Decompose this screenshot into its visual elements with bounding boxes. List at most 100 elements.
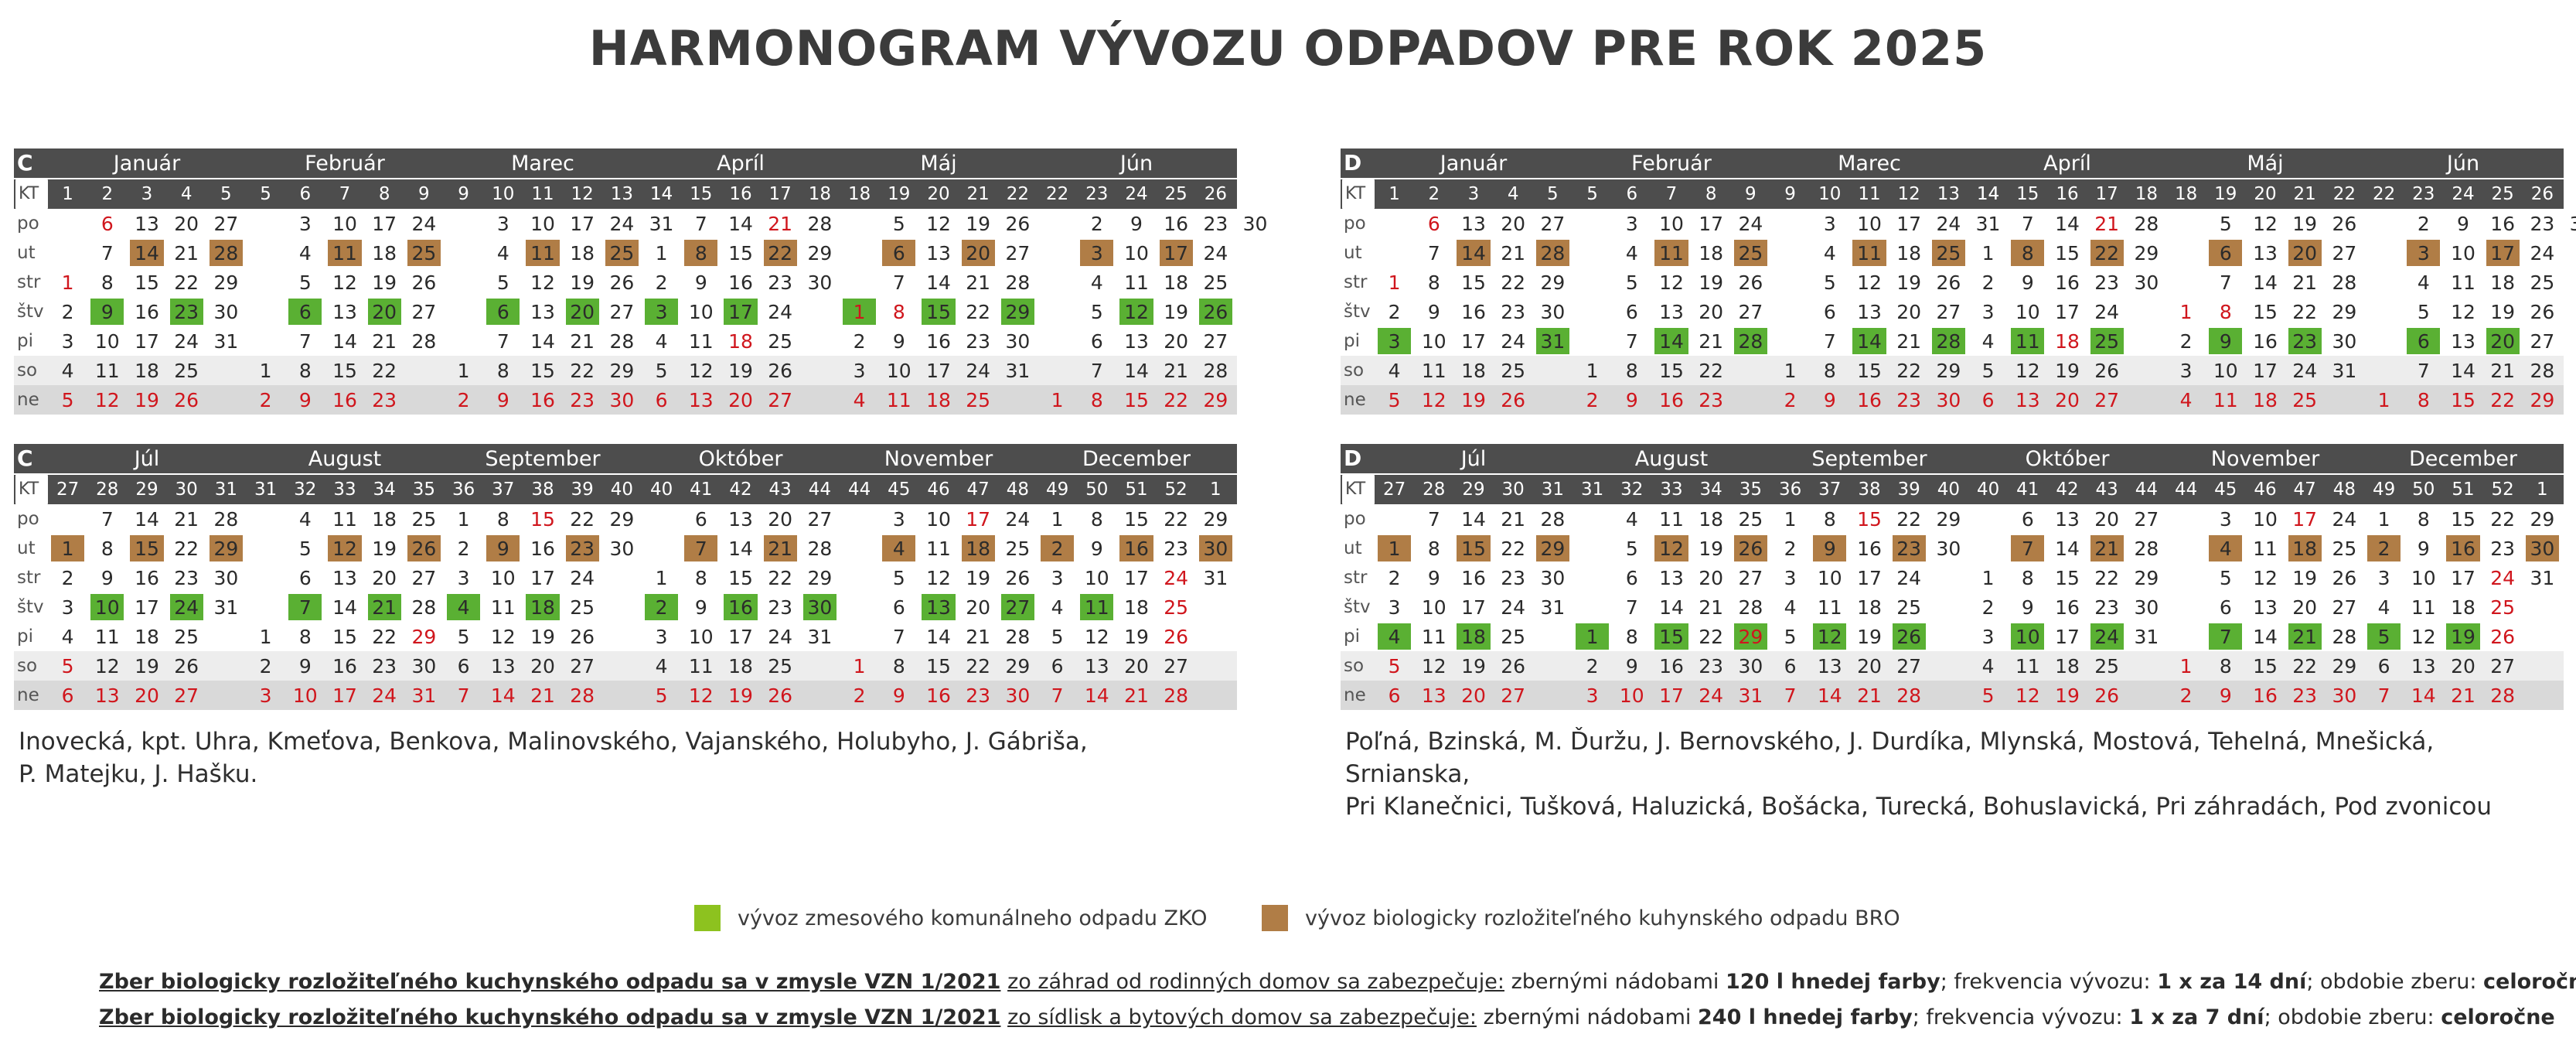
day-cell: 13 — [1077, 651, 1116, 681]
day-cell: 28 — [2325, 268, 2364, 297]
day-cell: 21 — [1692, 592, 1731, 622]
day-cell: 23 — [1196, 209, 1235, 238]
day-number: 26 — [2094, 359, 2120, 382]
day-cell: 15 — [523, 504, 562, 534]
day-cell: 8 — [1810, 504, 1849, 534]
month-days: 3 10 17 24 — [840, 504, 1038, 534]
day-cell: 15 — [1116, 504, 1156, 534]
day-cell: 28 — [1196, 356, 1235, 385]
day-cell: 2 — [1770, 385, 1810, 415]
week-number: 40 — [610, 480, 633, 500]
week-number-row: KT 27 28 29 30 31 31 32 33 34 35 36 37 38 39 40 40 41 42 43… — [14, 475, 1237, 504]
day-number: 9 — [1823, 388, 1836, 411]
day-cell — [2127, 681, 2166, 710]
day-number: 26 — [174, 388, 199, 411]
day-cell: 22 — [1692, 622, 1731, 651]
day-number: 7 — [101, 507, 114, 531]
day-cell: 28 — [1157, 681, 1196, 710]
week-number: 32 — [294, 480, 317, 500]
day-number: 17 — [728, 300, 753, 323]
day-number: 23 — [2292, 684, 2318, 707]
week-number: 5 — [220, 184, 232, 204]
day-cell: 16 — [2047, 268, 2087, 297]
day-cell-bro: 28 — [206, 238, 246, 268]
day-number: 23 — [966, 684, 991, 707]
day-number: 23 — [372, 654, 397, 678]
day-row-pi: pi 4 11 18 25 1 8 15 22 29 5 12 19 26 3 10 17 24 31 7 14 21 28… — [1341, 622, 2564, 651]
day-cell: 20 — [127, 681, 166, 710]
week-number: 40 — [1937, 480, 1960, 500]
day-number: 8 — [101, 537, 114, 560]
day-number: 9 — [496, 537, 509, 560]
day-number: 18 — [1164, 271, 1189, 294]
day-cell: 26 — [167, 651, 206, 681]
day-number: 3 — [1981, 625, 1995, 648]
day-number: 20 — [1501, 212, 1526, 235]
day-cell: 8 — [879, 297, 918, 326]
week-number: 44 — [2174, 480, 2198, 500]
week-number: 23 — [2412, 184, 2435, 204]
day-number: 2 — [1981, 271, 1995, 294]
day-cell: 25 — [1196, 268, 1235, 297]
day-number: 17 — [728, 625, 753, 648]
day-cell: 27 — [563, 651, 602, 681]
day-cell: 1 — [246, 356, 285, 385]
day-cell-zko: 17 — [721, 297, 760, 326]
day-cell: 24 — [1196, 238, 1235, 268]
day-row-pi: pi 4 11 18 25 1 8 15 22 29 5 12 19 26 3 10 17 24 31 7 14 21 28… — [14, 622, 1237, 651]
day-number: 14 — [490, 684, 516, 707]
day-number: 28 — [1164, 684, 1189, 707]
month-header-row: D Január Február Marec Apríl Máj Jún — [1341, 148, 2564, 178]
day-number: 30 — [807, 596, 833, 619]
day-cell: 4 — [1968, 326, 2008, 356]
month-days: 7 14 21 28 — [444, 326, 642, 356]
day-cell-zko: 16 — [721, 592, 760, 622]
day-cell: 28 — [404, 326, 444, 356]
day-number: 21 — [174, 241, 199, 265]
day-cell: 7 — [1038, 681, 1077, 710]
day-number: 14 — [728, 537, 753, 560]
day-number: 16 — [2055, 596, 2080, 619]
day-number: 10 — [2015, 300, 2040, 323]
day-number: 4 — [1981, 654, 1995, 678]
day-row-str: str 1 8 15 22 29 5 12 19 26 5 12 19 26 2 9 16 23 30 7 14 21 28… — [1341, 268, 2564, 297]
day-number: 4 — [1051, 596, 1064, 619]
day-cell: 7 — [2008, 209, 2047, 238]
footnote-1-t2: ; frekvencia vývozu: — [1940, 970, 2151, 994]
day-cell: 8 — [1612, 622, 1651, 651]
month-days: 1 8 15 22 29 — [642, 563, 840, 592]
day-cell-zko: 1 — [1573, 622, 1612, 651]
week-number: 9 — [458, 184, 469, 204]
day-cell — [1235, 238, 1275, 268]
month-weeks: 9 10 11 12 13 14 — [1770, 179, 1999, 209]
day-cell — [2166, 592, 2206, 622]
day-cell — [246, 326, 285, 356]
day-number: 28 — [2134, 537, 2159, 560]
day-number: 19 — [1124, 625, 1149, 648]
day-number: 14 — [135, 241, 159, 265]
day-number: 28 — [1540, 507, 1566, 531]
day-number: 30 — [1738, 654, 1763, 678]
week-number: 17 — [2095, 184, 2118, 204]
day-cell-bro: 3 — [2404, 238, 2443, 268]
day-number: 11 — [1124, 271, 1149, 294]
day-cell: 28 — [602, 326, 642, 356]
month-name: September — [1811, 446, 1927, 471]
day-cell: 23 — [365, 385, 404, 415]
day-number: 9 — [101, 566, 114, 589]
month-days: 3 10 17 24 31 — [444, 209, 674, 238]
day-cell: 30 — [1929, 534, 1968, 563]
day-cell: 30 — [998, 326, 1038, 356]
day-row-pi: pi 3 10 17 24 31 7 14 21 28 7 14 21 28 4 11 18 25 2 9 16 23 30… — [14, 326, 1237, 356]
day-number: 12 — [490, 625, 516, 648]
day-cell: 11 — [325, 504, 364, 534]
week-number: 40 — [1976, 480, 2000, 500]
day-number: 29 — [609, 507, 635, 531]
day-number: 5 — [2219, 212, 2232, 235]
day-cell — [1573, 268, 1612, 297]
day-cell-bro: 8 — [681, 238, 721, 268]
day-cell: 23 — [2523, 209, 2562, 238]
day-cell — [444, 326, 483, 356]
day-number: 5 — [1388, 654, 1401, 678]
day-cell: 20 — [1849, 651, 1889, 681]
